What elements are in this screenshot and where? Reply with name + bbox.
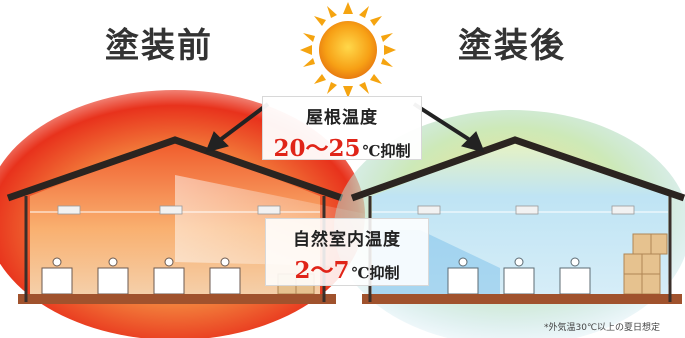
ceiling-light [515,205,539,215]
after-title: 塗装後 [458,26,566,66]
roof-before [6,136,344,202]
roof-temperature-value: 20～25 [273,135,361,162]
roof-temperature-box: 屋根温度 20～25 ℃抑制 [262,96,422,162]
ceiling-light [611,205,635,215]
floor [362,294,682,304]
sun-icon [300,2,396,98]
roof-after [350,136,685,202]
room-temperature-label: 自然室内温度 [293,230,401,250]
footnote: *外気温30℃以上の夏日想定 [544,323,661,333]
workstations [41,257,241,295]
floor [18,294,336,304]
room-temperature-value: 2～7 [294,257,350,284]
ceiling-light [257,205,281,215]
roof-arrows [205,102,485,153]
ceiling-light [57,205,81,215]
room-temperature-unit: ℃抑制 [351,264,400,282]
ceiling-light [159,205,183,215]
room-temperature-box: 自然室内温度 2～7 ℃抑制 [265,218,429,286]
roof-temperature-unit: ℃抑制 [362,142,411,160]
roof-temperature-label: 屋根温度 [306,108,378,128]
before-title: 塗装前 [105,26,213,66]
ceiling-light [417,205,441,215]
crates [623,233,668,295]
workstations [447,257,591,295]
